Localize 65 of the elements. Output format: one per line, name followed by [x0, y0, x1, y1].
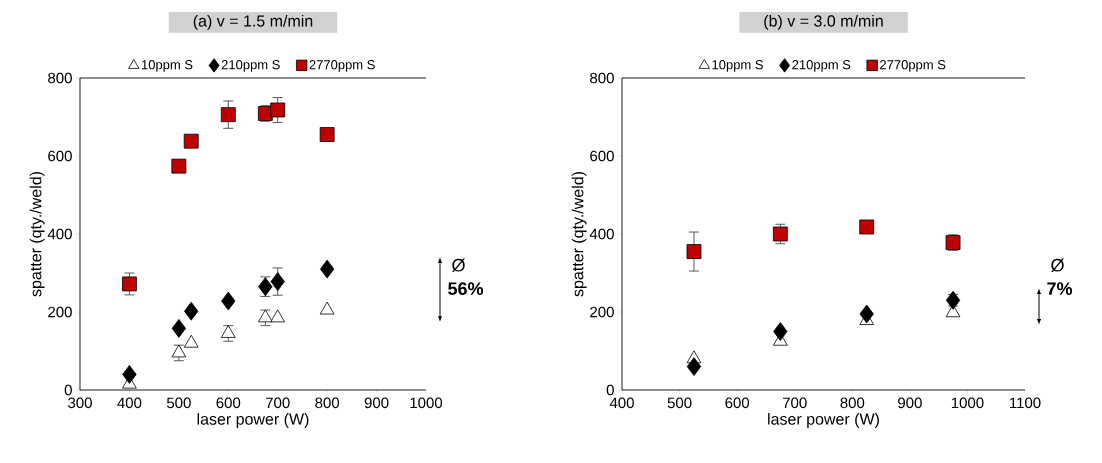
x-tick-label: 400	[117, 397, 142, 409]
point	[319, 301, 335, 315]
point	[859, 304, 874, 324]
x-tick-label: 600	[216, 397, 241, 409]
x-tick-label: 400	[609, 397, 634, 409]
point	[171, 158, 187, 174]
y-tick-label: 400	[589, 228, 614, 240]
legend-label: 10ppm S	[712, 60, 763, 72]
text: Ø	[452, 258, 465, 272]
point	[171, 344, 187, 358]
x-axis-title: laser power (W)	[768, 413, 879, 428]
point	[319, 127, 335, 142]
point	[686, 244, 702, 259]
point	[183, 334, 199, 348]
x-tick-label: 700	[782, 397, 807, 409]
y-tick-label: 0	[64, 384, 72, 396]
legend-label: 2770ppm S	[309, 60, 375, 72]
x-tick-label: 900	[364, 397, 389, 409]
point	[122, 365, 137, 384]
text: 7%	[1047, 282, 1073, 295]
legend-label: 210ppm S	[792, 60, 851, 72]
y-tick-label: 400	[47, 228, 72, 240]
y-axis-title: spatter (qty./weld)	[571, 172, 587, 297]
y-tick-label: 800	[48, 72, 72, 84]
point	[319, 259, 335, 279]
point	[773, 322, 788, 341]
x-tick-label: 900	[898, 397, 922, 409]
point	[270, 272, 285, 291]
y-tick-label: 600	[590, 150, 614, 162]
text: Ø	[1051, 258, 1064, 272]
x-axis-title: laser power (W)	[197, 413, 309, 428]
point	[270, 309, 286, 323]
point	[686, 357, 702, 376]
x-tick-label: 500	[667, 397, 692, 409]
x-tick-label: 800	[315, 397, 340, 409]
x-tick-label: 1000	[951, 397, 984, 409]
x-tick-label: 600	[725, 397, 750, 409]
y-axis-title: spatter (qty./weld)	[29, 172, 45, 297]
y-tick-label: 0	[606, 384, 614, 396]
legend-label: 10ppm S	[141, 60, 193, 72]
y-tick-label: 200	[590, 306, 614, 318]
y-tick-label: 800	[590, 72, 614, 84]
point	[220, 107, 236, 123]
point	[220, 325, 236, 338]
legend-label: 2770ppm S	[880, 60, 946, 72]
point	[184, 301, 199, 321]
point	[270, 102, 286, 118]
point	[859, 219, 875, 235]
legend-label: 210ppm S	[221, 60, 280, 72]
text: 56%	[448, 282, 484, 295]
chart-title: (a) v = 1.5 m/min	[193, 14, 313, 30]
point	[258, 309, 273, 323]
point	[183, 133, 199, 149]
chart-title: (b) v = 3.0 m/min	[764, 14, 883, 30]
point	[221, 291, 236, 311]
point	[171, 318, 187, 338]
x-tick-label: 1100	[1010, 397, 1041, 409]
y-tick-label: 600	[48, 150, 72, 162]
x-tick-label: 700	[265, 397, 290, 409]
x-tick-label: 300	[68, 397, 92, 409]
y-tick-label: 200	[48, 306, 72, 318]
x-tick-label: 500	[166, 397, 191, 409]
x-tick-label: 1000	[410, 397, 443, 409]
x-tick-label: 800	[840, 397, 865, 409]
point	[122, 276, 137, 292]
